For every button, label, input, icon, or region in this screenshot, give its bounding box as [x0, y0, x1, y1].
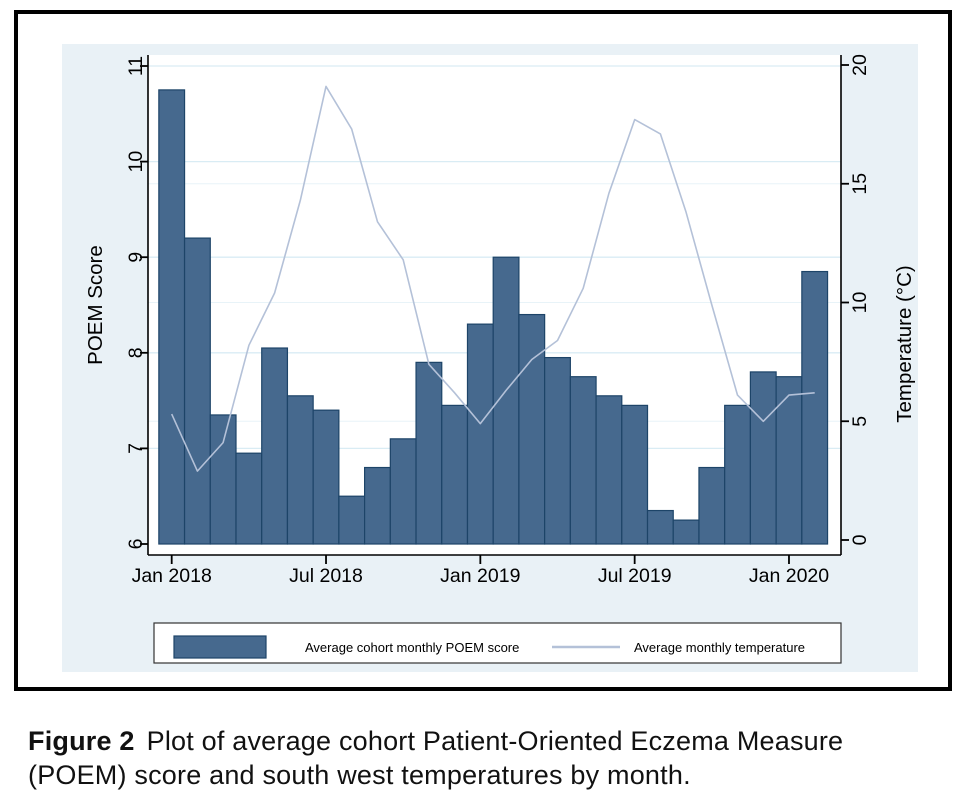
bar-Oct 2018 [389, 438, 417, 545]
bar-Sep 2019 [672, 519, 700, 545]
svg-text:8: 8 [125, 347, 147, 358]
right-axis-title: Temperature (°C) [893, 265, 916, 422]
svg-text:7: 7 [125, 443, 147, 454]
chart-panel: 6 7 8 9 10 11 0 5 10 15 20 Jan 2018 Jul 2018 Jan 2019… [62, 44, 918, 672]
bar-Dec 2018 [441, 404, 469, 545]
bar-Dec 2019 [749, 371, 777, 545]
bar-Jan 2019 [466, 323, 494, 545]
bars [158, 89, 829, 545]
svg-text:11: 11 [125, 56, 147, 76]
bar-Jul 2019 [621, 404, 649, 545]
figure-caption: Figure 2 Plot of average cohort Patient-O… [28, 724, 948, 792]
svg-text:5: 5 [849, 416, 871, 427]
bar-May 2019 [569, 376, 597, 545]
caption-text-1: Plot of average cohort Patient-Oriented … [146, 726, 844, 756]
bar-Feb 2020 [801, 270, 829, 545]
legend-line-label: Average monthly temperature [634, 640, 805, 655]
caption-line-2: (POEM) score and south west temperatures… [28, 758, 948, 792]
tick-labels: 6 7 8 9 10 11 0 5 10 15 20 Jan 2018 Jul 2018 Jan 2019… [125, 54, 871, 587]
bar-Mar 2019 [518, 313, 546, 545]
svg-text:Jul 2019: Jul 2019 [598, 565, 672, 587]
bar-Oct 2019 [698, 466, 726, 545]
bar-Aug 2019 [646, 509, 674, 545]
bar-Mar 2018 [209, 414, 237, 545]
bar-Nov 2019 [724, 404, 751, 545]
svg-text:Jan 2019: Jan 2019 [440, 565, 520, 587]
caption-text-2: (POEM) score and south west temperatures… [28, 760, 691, 790]
chart-svg: 6 7 8 9 10 11 0 5 10 15 20 Jan 2018 Jul 2018 Jan 2019… [84, 54, 916, 664]
svg-text:10: 10 [125, 151, 147, 173]
bar-Apr 2018 [235, 452, 263, 545]
svg-text:15: 15 [849, 173, 871, 195]
bar-Jun 2019 [595, 395, 623, 545]
caption-line-1: Figure 2 Plot of average cohort Patient-O… [28, 724, 948, 758]
legend-bar-label: Average cohort monthly POEM score [305, 640, 519, 655]
svg-text:9: 9 [125, 252, 147, 263]
svg-text:Jan 2018: Jan 2018 [132, 565, 212, 587]
bar-Sep 2018 [364, 466, 391, 545]
svg-text:20: 20 [849, 54, 871, 76]
bar-Feb 2019 [492, 256, 520, 545]
bar-Nov 2018 [415, 361, 443, 545]
bar-Jun 2018 [286, 395, 314, 545]
bar-Jul 2018 [312, 409, 340, 545]
bar-Aug 2018 [338, 495, 366, 545]
svg-text:Jan 2020: Jan 2020 [749, 565, 829, 587]
left-axis-title: POEM Score [84, 245, 107, 365]
legend-box [153, 622, 842, 664]
svg-text:Jul 2018: Jul 2018 [289, 565, 363, 587]
legend-bar-swatch [173, 635, 267, 659]
caption-figure-number: Figure 2 [28, 726, 135, 756]
bar-Feb 2018 [183, 237, 211, 545]
svg-text:0: 0 [849, 534, 871, 545]
bar-Jan 2018 [158, 89, 186, 545]
svg-text:6: 6 [125, 539, 147, 550]
bar-May 2018 [261, 347, 289, 545]
figure-frame: 6 7 8 9 10 11 0 5 10 15 20 Jan 2018 Jul 2018 Jan 2019… [14, 10, 952, 691]
axes [140, 55, 849, 564]
svg-text:10: 10 [849, 292, 871, 314]
temperature-line [170, 85, 815, 472]
legend: Average cohort monthly POEM score Averag… [153, 622, 842, 664]
bar-Jan 2020 [775, 376, 803, 545]
bar-Apr 2019 [544, 356, 571, 545]
